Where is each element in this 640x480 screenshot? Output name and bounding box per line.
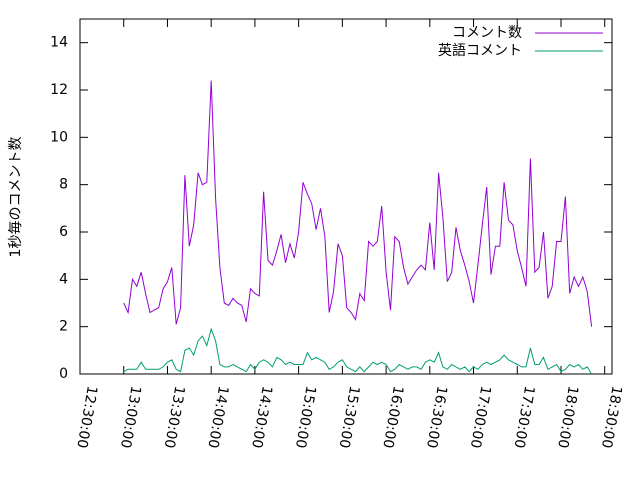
y-tick-label: 12 xyxy=(50,82,68,98)
x-tick-label: 16:00:00 xyxy=(379,385,406,450)
x-tick-label: 17:00:00 xyxy=(467,385,494,450)
legend-label: コメント数 xyxy=(452,25,522,41)
y-tick-label: 8 xyxy=(59,177,68,193)
legend-label: 英語コメント xyxy=(438,42,522,59)
x-tick-label: 14:00:00 xyxy=(204,385,231,450)
x-tick-label: 14:30:00 xyxy=(248,385,275,450)
x-tick-label: 16:30:00 xyxy=(423,385,450,450)
series-line xyxy=(123,80,593,327)
y-tick-label: 10 xyxy=(50,129,68,145)
x-tick-label: 12:30:00 xyxy=(73,385,100,450)
y-axis-label: 1秒毎のコメント数 xyxy=(8,137,24,258)
x-tick-label: 18:00:00 xyxy=(554,385,581,450)
x-tick-label: 13:30:00 xyxy=(161,385,188,450)
y-tick-label: 6 xyxy=(59,224,68,240)
x-tick-label: 15:00:00 xyxy=(292,385,319,450)
x-tick-label: 18:30:00 xyxy=(598,385,625,450)
x-tick-label: 17:30:00 xyxy=(510,385,537,450)
y-tick-label: 0 xyxy=(59,366,68,382)
x-tick-label: 15:30:00 xyxy=(336,385,363,450)
series-line xyxy=(123,327,593,375)
plot-frame xyxy=(79,18,613,375)
x-tick-label: 13:00:00 xyxy=(117,385,144,450)
y-tick-label: 2 xyxy=(59,319,68,335)
y-tick-label: 14 xyxy=(50,35,68,51)
y-tick-label: 4 xyxy=(59,271,68,287)
